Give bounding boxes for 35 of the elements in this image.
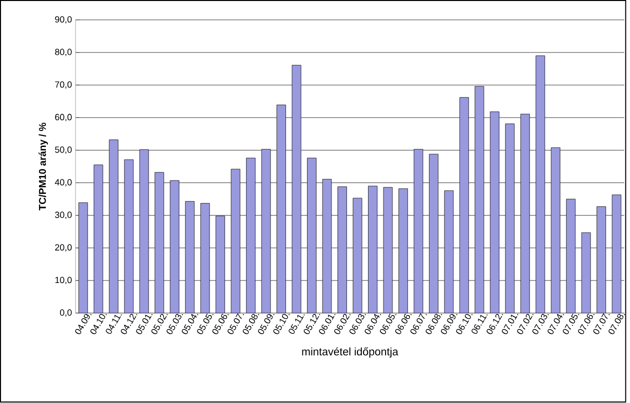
- bar: [429, 154, 438, 314]
- bar: [338, 186, 347, 314]
- y-tick-label: 60,0: [55, 114, 72, 122]
- y-tick-label: 10,0: [55, 277, 72, 284]
- bar: [398, 188, 408, 314]
- bar: [490, 112, 500, 314]
- bar: [368, 186, 378, 314]
- bar: [505, 124, 515, 314]
- bar: [124, 160, 134, 314]
- bar: [78, 202, 88, 314]
- bar: [216, 216, 225, 314]
- bar: [185, 201, 195, 314]
- y-tick-label: 80,0: [55, 49, 72, 56]
- y-tick-label: 20,0: [55, 244, 72, 252]
- bar: [459, 97, 469, 314]
- y-tick-label: 50,0: [55, 146, 72, 154]
- bar: [536, 56, 546, 314]
- y-tick-label: 40,0: [54, 179, 72, 187]
- bar: [566, 199, 576, 314]
- x-axis-title: mintavétel időpontja: [302, 348, 398, 358]
- bar: [596, 206, 606, 314]
- bar: [520, 114, 530, 314]
- bar: [154, 172, 164, 314]
- bar: [550, 148, 560, 314]
- bar: [139, 150, 149, 314]
- y-axis-title: TC/PM10 arány / %: [38, 122, 48, 211]
- bar: [307, 158, 316, 314]
- y-tick-label: 90,0: [55, 16, 72, 24]
- bar: [276, 104, 286, 314]
- bar: [246, 158, 256, 314]
- y-tick-label: 0,0: [60, 310, 72, 317]
- bar: [170, 180, 180, 314]
- bar: [108, 140, 118, 314]
- y-tick-label: 70,0: [55, 82, 72, 89]
- y-tick-label: 30,0: [55, 212, 72, 220]
